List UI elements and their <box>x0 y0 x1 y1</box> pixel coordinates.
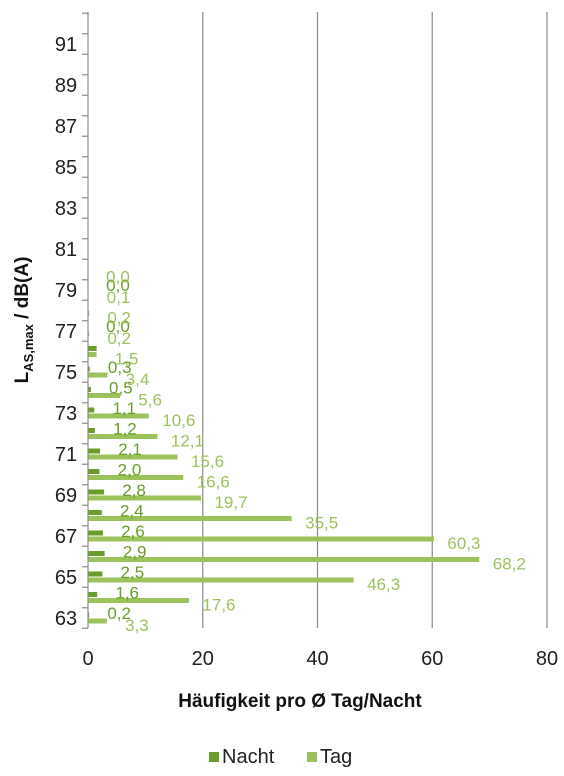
data-label-nacht-73: 1,1 <box>112 399 136 418</box>
data-label-tag-76: 1,5 <box>115 350 139 369</box>
y-tick-label: 65 <box>55 567 77 589</box>
y-tick-label: 63 <box>55 608 77 630</box>
x-tick-label: 20 <box>192 648 214 670</box>
bar-nacht-70 <box>88 469 100 474</box>
bar-tag-75 <box>88 372 108 378</box>
y-tick-label: 89 <box>55 75 77 97</box>
y-tick-label: 73 <box>55 403 77 425</box>
y-tick-label: 91 <box>55 34 77 56</box>
data-label-nacht-72: 1,2 <box>113 420 137 439</box>
data-label-nacht-64: 1,6 <box>115 584 139 603</box>
data-label-tag-66: 68,2 <box>493 555 526 574</box>
data-label-nacht-74: 0,5 <box>109 379 133 398</box>
bar-tag-63 <box>88 618 107 624</box>
x-tick-label: 40 <box>306 648 328 670</box>
bar-tag-76 <box>88 352 97 357</box>
bar-nacht-67 <box>88 530 103 536</box>
data-label-nacht-71: 2,1 <box>118 440 142 459</box>
data-label-nacht-67: 2,6 <box>121 522 145 541</box>
legend-label-tag: Tag <box>320 746 352 768</box>
data-label-tag-74: 5,6 <box>138 391 162 410</box>
bar-tag-70 <box>88 475 184 480</box>
y-tick-label: 69 <box>55 485 77 507</box>
data-label-tag-78: 0,2 <box>107 309 131 328</box>
data-label-tag-65: 46,3 <box>367 575 400 594</box>
bars-layer <box>88 290 480 624</box>
bar-nacht-73 <box>88 407 95 413</box>
data-label-nacht-63: 0,2 <box>107 604 131 623</box>
bar-nacht-66 <box>88 551 105 556</box>
data-label-nacht-68: 2,4 <box>120 502 144 521</box>
bar-nacht-71 <box>88 448 101 454</box>
data-label-tag-79: 0,1 <box>107 288 131 307</box>
axis-layer: 0 20 40 60 80 63 65 67 69 71 73 75 77 79 81 83 85 87 89 91 <box>55 12 558 670</box>
data-label-tag-63: 3,3 <box>125 616 149 635</box>
bar-tag-68 <box>88 516 292 521</box>
data-label-tag-67: 60,3 <box>447 534 480 553</box>
data-label-tag-80: 0,0 <box>106 268 130 287</box>
data-label-nacht-79: 0,0 <box>106 276 130 295</box>
legend-swatch-tag <box>307 752 317 762</box>
bar-tag-73 <box>88 413 149 419</box>
bar-nacht-69 <box>88 489 105 495</box>
data-label-nacht-70: 2,0 <box>118 461 142 480</box>
bar-tag-74 <box>88 393 121 398</box>
y-tick-label: 83 <box>55 198 77 220</box>
y-tick-label: 81 <box>55 239 77 261</box>
x-tick-label: 80 <box>536 648 558 670</box>
x-tick-label: 60 <box>421 648 443 670</box>
x-axis-title: Häufigkeit pro Ø Tag/Nacht <box>178 691 422 712</box>
bar-tag-71 <box>88 454 178 460</box>
bar-tag-66 <box>88 557 480 562</box>
data-label-nacht-66: 2,9 <box>123 543 147 562</box>
labels-layer: 0,23,31,617,62,546,32,968,22,660,32,435,… <box>106 268 526 636</box>
bar-tag-72 <box>88 434 158 439</box>
data-label-tag-70: 16,6 <box>197 473 230 492</box>
y-tick-label: 87 <box>55 116 77 138</box>
bar-tag-64 <box>88 598 189 603</box>
y-tick-label: 71 <box>55 444 77 466</box>
data-label-tag-69: 19,7 <box>214 493 247 512</box>
legend: Nacht Tag <box>209 746 352 768</box>
bar-nacht-74 <box>88 387 91 392</box>
y-tick-label: 79 <box>55 280 77 302</box>
legend-label-nacht: Nacht <box>222 746 275 768</box>
data-label-nacht-77: 0,0 <box>106 317 130 336</box>
data-label-tag-64: 17,6 <box>202 596 235 615</box>
data-label-nacht-75: 0,3 <box>108 358 132 377</box>
y-tick-label: 67 <box>55 526 77 548</box>
data-label-tag-75: 3,4 <box>126 370 150 389</box>
y-axis-title-rest: / dB(A) <box>12 257 33 325</box>
data-label-tag-77: 0,2 <box>107 329 131 348</box>
y-axis-title: LAS,max / dB(A) <box>12 257 36 384</box>
y-tick-label: 75 <box>55 362 77 384</box>
data-label-tag-68: 35,5 <box>305 514 338 533</box>
grid-layer <box>202 12 548 628</box>
y-tick-label: 85 <box>55 157 77 179</box>
y-tick-label: 77 <box>55 321 77 343</box>
bar-nacht-76 <box>88 346 97 351</box>
x-tick-label: 0 <box>82 648 93 670</box>
bar-nacht-68 <box>88 510 102 515</box>
bar-tag-67 <box>88 536 434 542</box>
bar-nacht-72 <box>88 428 95 433</box>
y-axis-title-main: L <box>12 371 33 383</box>
data-label-nacht-65: 2,5 <box>121 563 145 582</box>
bar-nacht-75 <box>88 366 90 372</box>
bar-tag-69 <box>88 495 202 501</box>
data-label-tag-72: 12,1 <box>171 432 204 451</box>
legend-swatch-nacht <box>209 752 219 762</box>
data-label-tag-71: 15,6 <box>191 452 224 471</box>
data-label-nacht-69: 2,8 <box>122 481 146 500</box>
bar-nacht-64 <box>88 592 98 597</box>
y-axis-title-sub: AS,max <box>21 323 36 371</box>
bar-tag-65 <box>88 577 354 583</box>
data-label-tag-73: 10,6 <box>162 411 195 430</box>
bar-nacht-65 <box>88 571 103 577</box>
